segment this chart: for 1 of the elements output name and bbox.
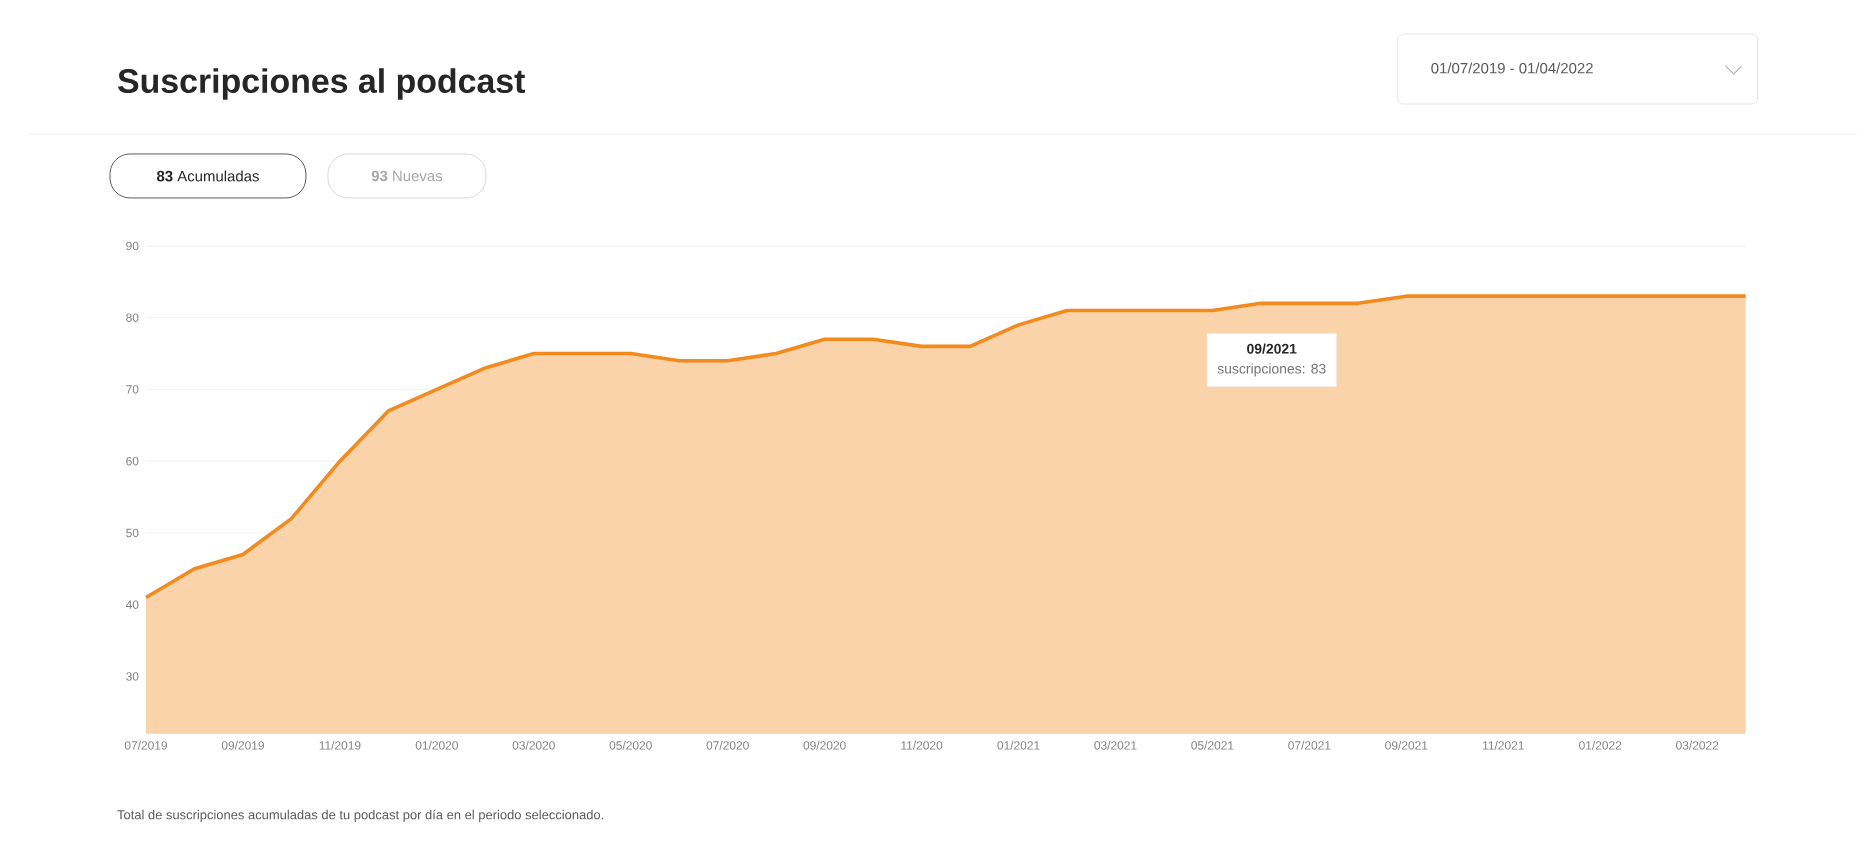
- chart-title: Suscripciones al podcast: [118, 68, 526, 100]
